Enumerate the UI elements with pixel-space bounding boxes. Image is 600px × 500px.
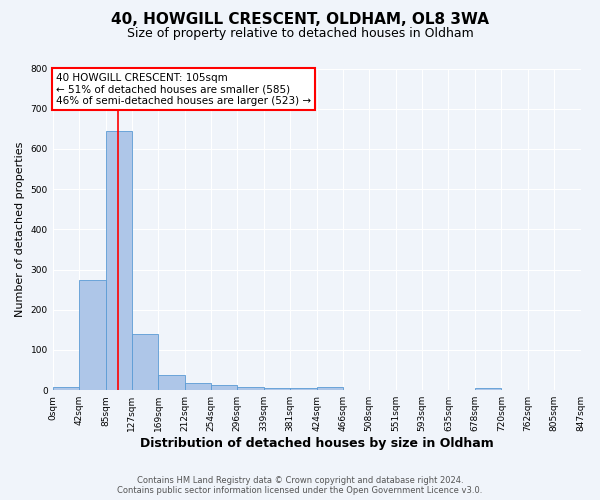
Bar (237, 387, 264, 390)
Bar (79, 280, 106, 390)
Bar (211, 386, 237, 390)
Text: Contains HM Land Registry data © Crown copyright and database right 2024.
Contai: Contains HM Land Registry data © Crown c… (118, 476, 482, 495)
Bar (264, 388, 290, 390)
Bar (106, 131, 132, 390)
Bar (317, 388, 343, 390)
Text: 40, HOWGILL CRESCENT, OLDHAM, OL8 3WA: 40, HOWGILL CRESCENT, OLDHAM, OL8 3WA (111, 12, 489, 28)
Text: Size of property relative to detached houses in Oldham: Size of property relative to detached ho… (127, 28, 473, 40)
X-axis label: Distribution of detached houses by size in Oldham: Distribution of detached houses by size … (140, 437, 493, 450)
Bar (132, 334, 158, 390)
Bar (290, 388, 317, 390)
Bar (158, 375, 185, 390)
Bar (475, 388, 502, 390)
Y-axis label: Number of detached properties: Number of detached properties (15, 142, 25, 317)
Text: 40 HOWGILL CRESCENT: 105sqm
← 51% of detached houses are smaller (585)
46% of se: 40 HOWGILL CRESCENT: 105sqm ← 51% of det… (56, 72, 311, 106)
Bar (185, 383, 211, 390)
Bar (53, 387, 79, 390)
